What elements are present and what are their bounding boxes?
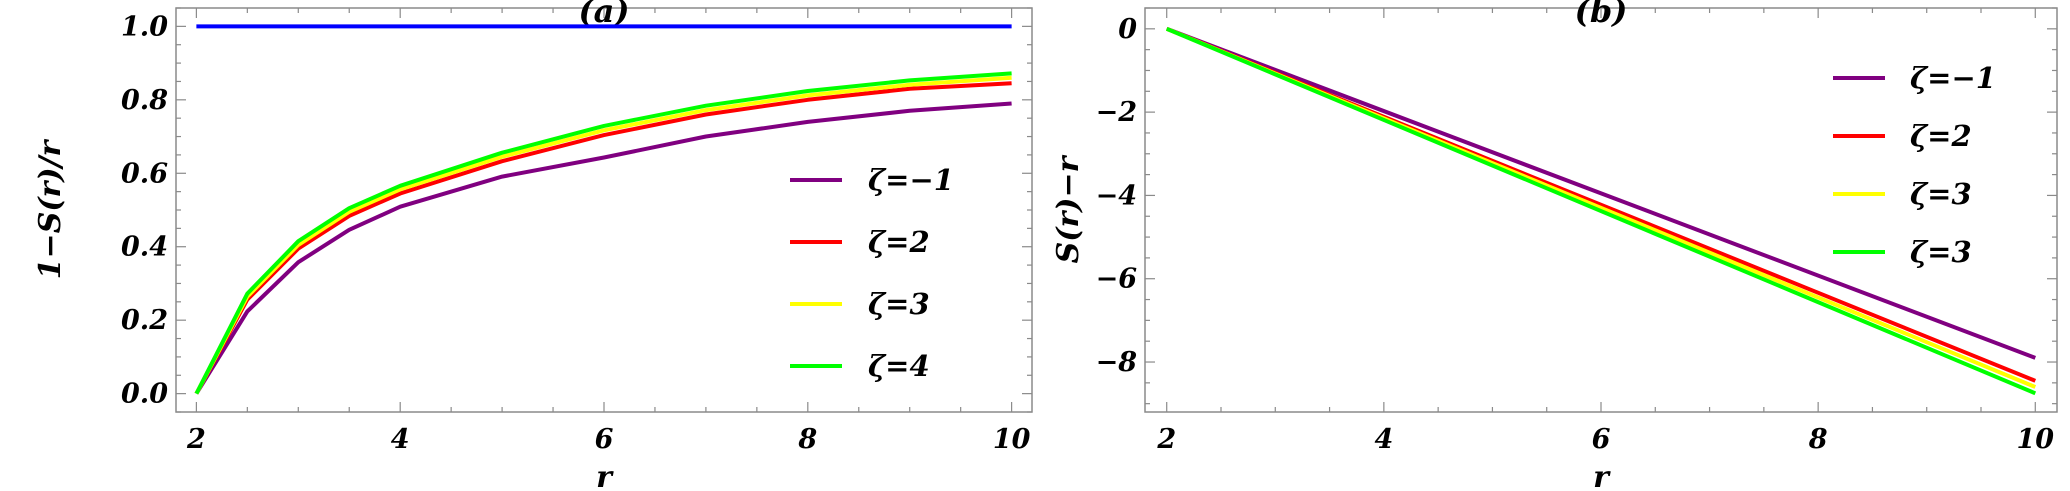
legend-label: ζ=2 <box>1910 119 1972 153</box>
y-axis-label: S(r)−r <box>1051 154 1086 263</box>
y-tick-label: 1.0 <box>121 11 168 42</box>
x-tick-label: 4 <box>391 424 410 455</box>
x-tick-label: 2 <box>186 424 206 455</box>
series-line <box>194 101 1012 395</box>
series-line <box>194 81 1012 395</box>
panel-a: 2 4 6 8 100.00.20.40.60.81.0 (a)r1−S(r)/r ζ=−1… <box>33 0 1033 491</box>
legend-label: ζ=−1 <box>1910 61 1996 95</box>
y-axis-label: 1−S(r)/r <box>33 138 68 279</box>
y-tick-label: −6 <box>1096 264 1138 295</box>
legend-label: ζ=2 <box>868 225 930 259</box>
series-line <box>1165 26 2037 360</box>
y-tick-label: −2 <box>1096 97 1137 128</box>
legend-label: ζ=3 <box>868 287 930 321</box>
x-tick-label: 10 <box>2016 424 2054 455</box>
y-tick-label: 0.0 <box>121 379 168 410</box>
chart-title: (b) <box>1575 0 1628 30</box>
y-tick-label: 0.6 <box>121 158 168 189</box>
y-tick-label: −4 <box>1096 180 1137 211</box>
x-axis-label: r <box>1593 460 1611 491</box>
panel-b: 2 4 6 8 10 0 −2 −4 −6 −8 (b) r S(r)−r ζ=−1 ζ=2 ζ=3 ζ=3 <box>1051 0 2058 491</box>
legend-label: ζ=3 <box>1910 235 1972 269</box>
y-tick-label: 0.4 <box>121 232 168 263</box>
y-tick-label: −8 <box>1096 347 1138 378</box>
legend-label: ζ=4 <box>868 349 930 383</box>
series-line <box>1165 26 2037 396</box>
y-tick-label: 0.2 <box>121 305 168 336</box>
legend-label: ζ=3 <box>1910 177 1972 211</box>
x-tick-label: 8 <box>1808 424 1828 455</box>
x-tick-label: 8 <box>797 424 817 455</box>
y-tick-label: 0 <box>1118 14 1137 45</box>
x-tick-label: 6 <box>595 424 614 455</box>
series-line <box>194 75 1012 395</box>
x-axis-label: r <box>596 460 614 491</box>
x-tick-label: 6 <box>1592 424 1611 455</box>
x-tick-label: 2 <box>1156 424 1176 455</box>
x-tick-label: 4 <box>1374 424 1393 455</box>
y-tick-label: 0.8 <box>121 85 168 116</box>
legend-label: ζ=−1 <box>868 163 954 197</box>
series-line <box>194 71 1012 395</box>
x-tick-label: 10 <box>993 424 1031 455</box>
